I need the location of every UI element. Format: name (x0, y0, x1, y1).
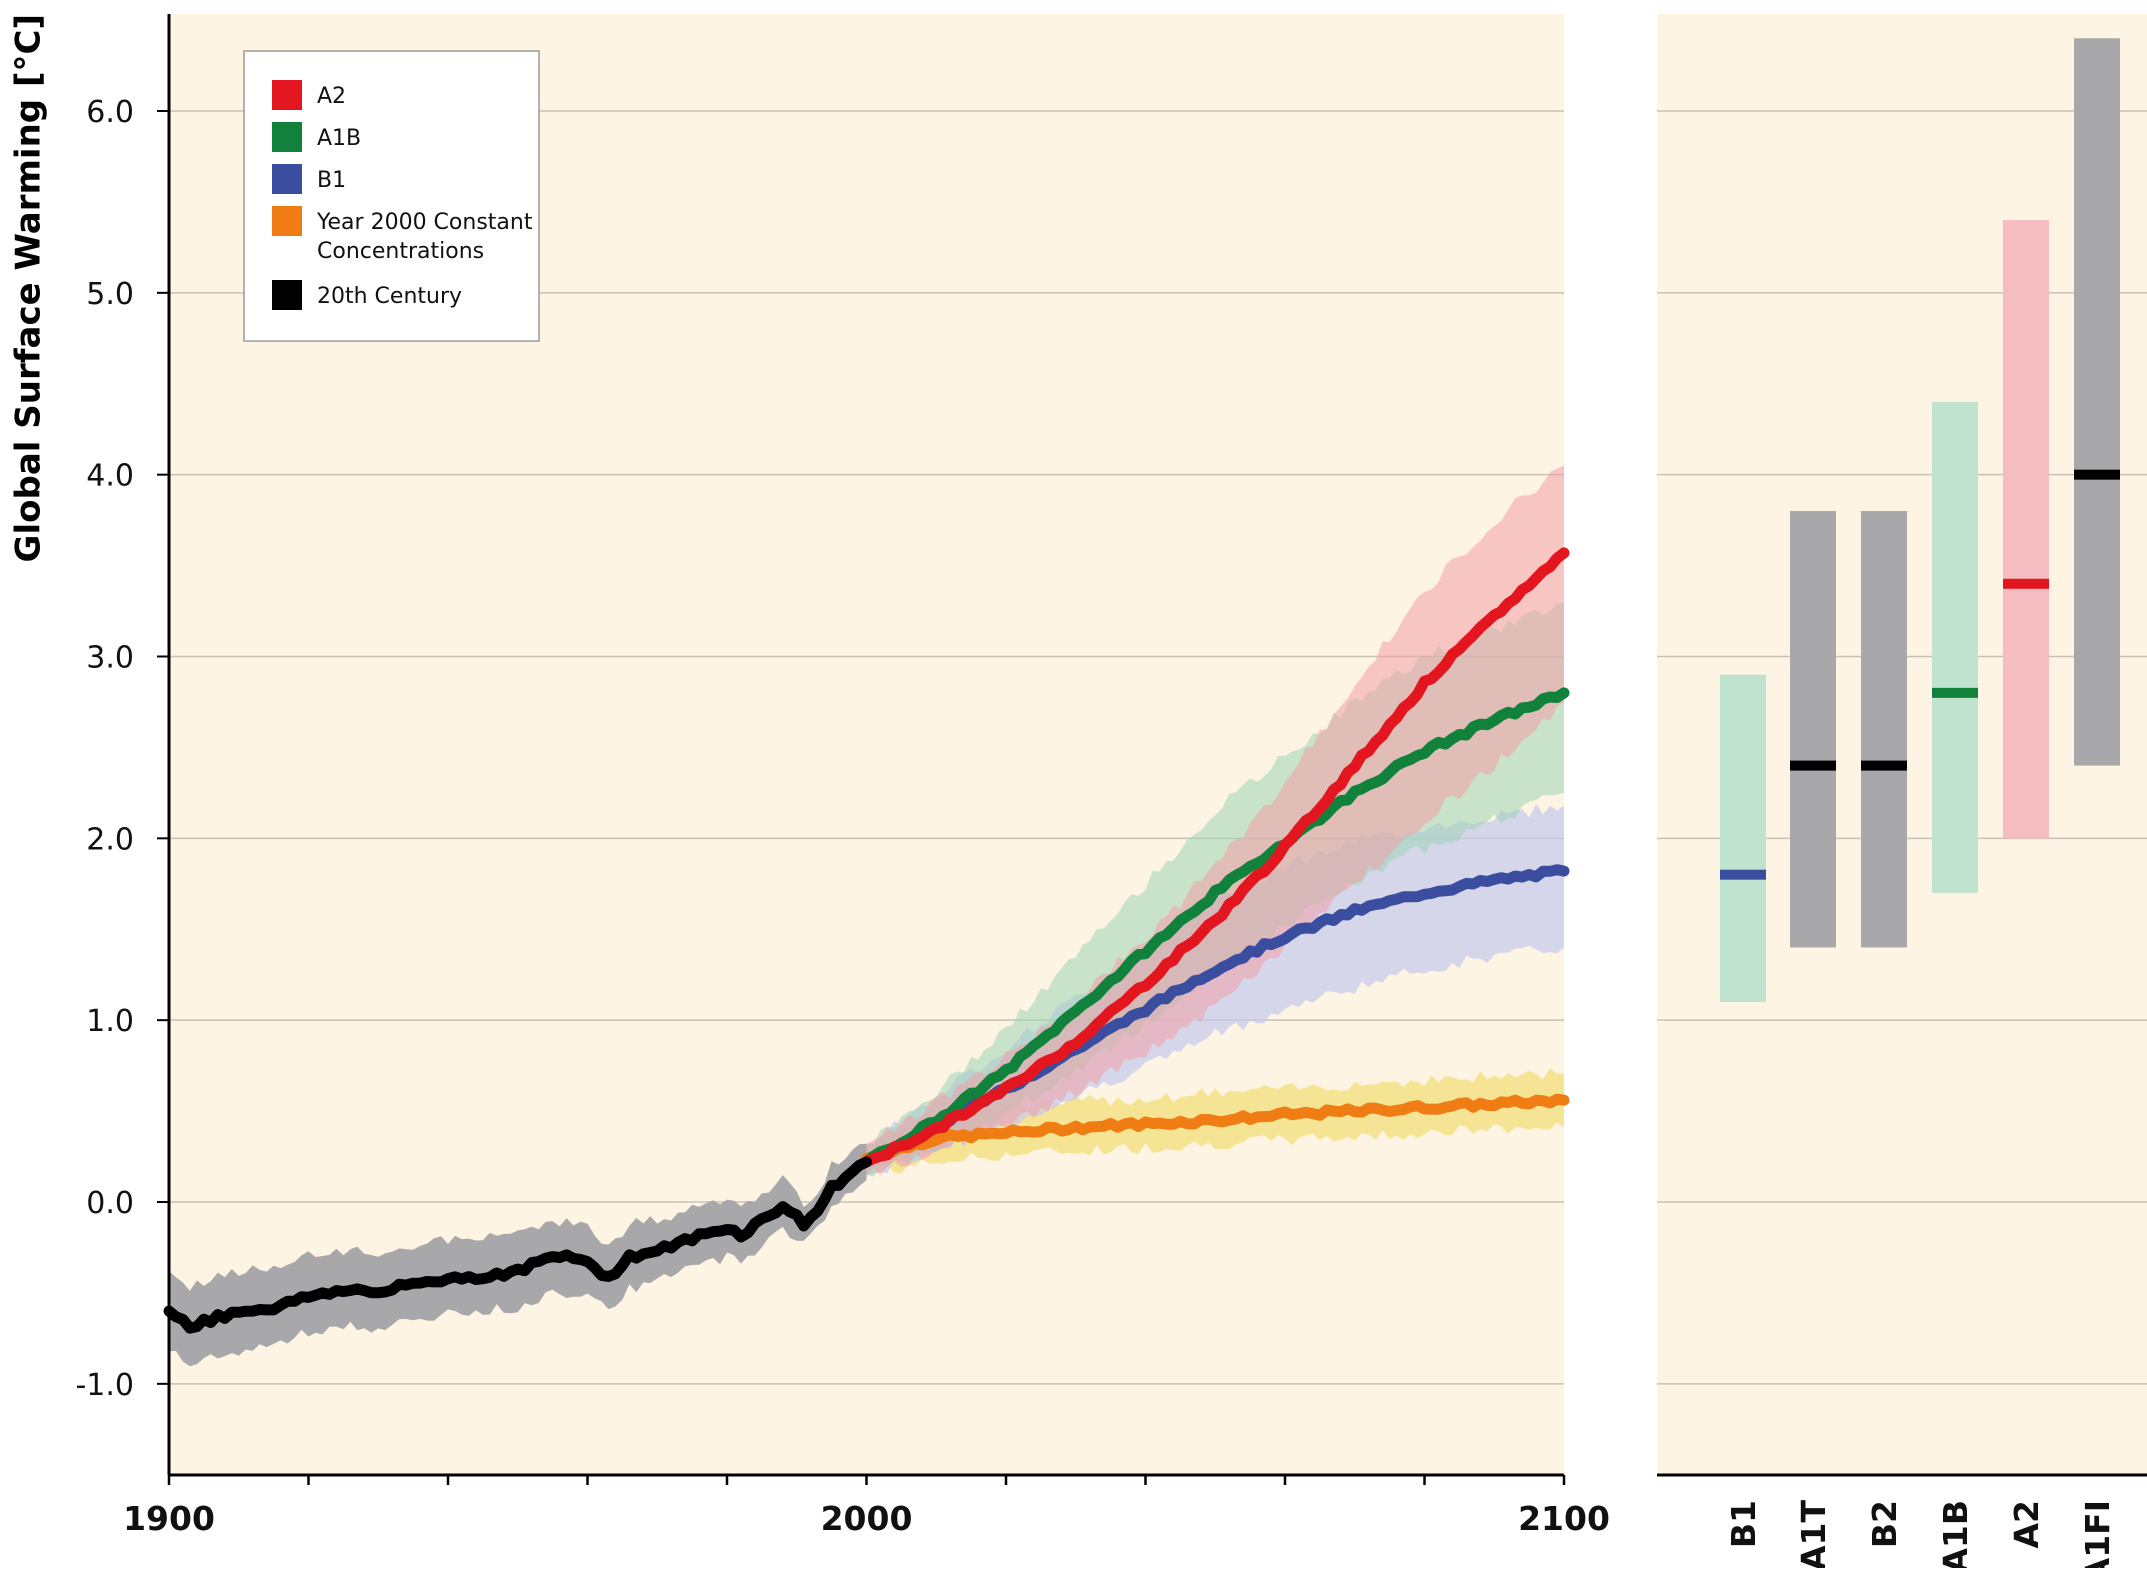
band-20th-century (169, 1143, 867, 1367)
range-bar-label: A1FI (2078, 1500, 2117, 1568)
legend-label: Year 2000 Constant (316, 210, 533, 235)
line-a2 (861, 547, 1570, 1168)
legend-label: Concentrations (317, 239, 484, 264)
range-bar-label: B2 (1865, 1500, 1904, 1548)
y-tick-label: 2.0 (86, 822, 134, 857)
range-bars (1720, 38, 2120, 1002)
band-a2 (866, 465, 1564, 1176)
legend-label: 20th Century (317, 284, 462, 309)
y-tick-label: 6.0 (86, 95, 134, 130)
range-bar (1861, 511, 1907, 948)
y-tick-label: 1.0 (86, 1004, 134, 1039)
range-bar (1790, 511, 1836, 948)
x-tick-label: 1900 (123, 1499, 215, 1538)
legend-swatch (272, 122, 302, 152)
legend-swatch (272, 80, 302, 110)
range-bar-label: B1 (1724, 1500, 1763, 1548)
range-bar (1932, 401, 1978, 893)
best-estimate-mark (1932, 687, 1978, 698)
legend-label: A2 (317, 84, 346, 109)
x-tick-labels: 1900 2000 2100 (123, 1499, 1610, 1538)
legend-swatch (272, 280, 302, 310)
line-a1b (861, 687, 1570, 1168)
legend: A2 A1B B1 Year 2000 Constant Concentrations 2… (243, 50, 540, 342)
range-bar (2074, 38, 2120, 766)
best-estimate-mark (2003, 578, 2049, 589)
legend-swatch (272, 206, 302, 236)
series-lines (163, 547, 1570, 1334)
x-tick-label: 2000 (821, 1499, 913, 1538)
range-bar-label: A2 (2007, 1500, 2046, 1549)
axes (157, 14, 2147, 1485)
range-bar-labels: B1 A1T B2 A1B A2 A1FI (1724, 1500, 2117, 1572)
legend-label: A1B (317, 126, 361, 151)
legend-swatch (272, 164, 302, 194)
range-bar-label: A1T (1794, 1500, 1833, 1568)
y-tick-label: 0.0 (86, 1186, 134, 1221)
y-tick-labels: 6.0 5.0 4.0 3.0 2.0 1.0 0.0 -1.0 (75, 95, 134, 1403)
y-tick-label: 4.0 (86, 459, 134, 494)
best-estimate-mark (1790, 760, 1836, 771)
best-estimate-mark (1720, 869, 1766, 880)
y-axis-label: Global Surface Warming [°C] (9, 14, 49, 562)
y-tick-label: -1.0 (75, 1368, 134, 1403)
legend-label: B1 (317, 168, 346, 193)
y-tick-label: 5.0 (86, 277, 134, 312)
range-bar (2003, 220, 2049, 839)
best-estimate-mark (2074, 469, 2120, 480)
y-tick-label: 3.0 (86, 641, 134, 676)
line-20th-century (163, 1156, 872, 1334)
range-bar-label: A1B (1936, 1500, 1975, 1568)
x-tick-label: 2100 (1518, 1499, 1610, 1538)
range-bar (1720, 674, 1766, 1002)
best-estimate-mark (1861, 760, 1907, 771)
line-year-2000-constant-concentrations (861, 1093, 1570, 1164)
